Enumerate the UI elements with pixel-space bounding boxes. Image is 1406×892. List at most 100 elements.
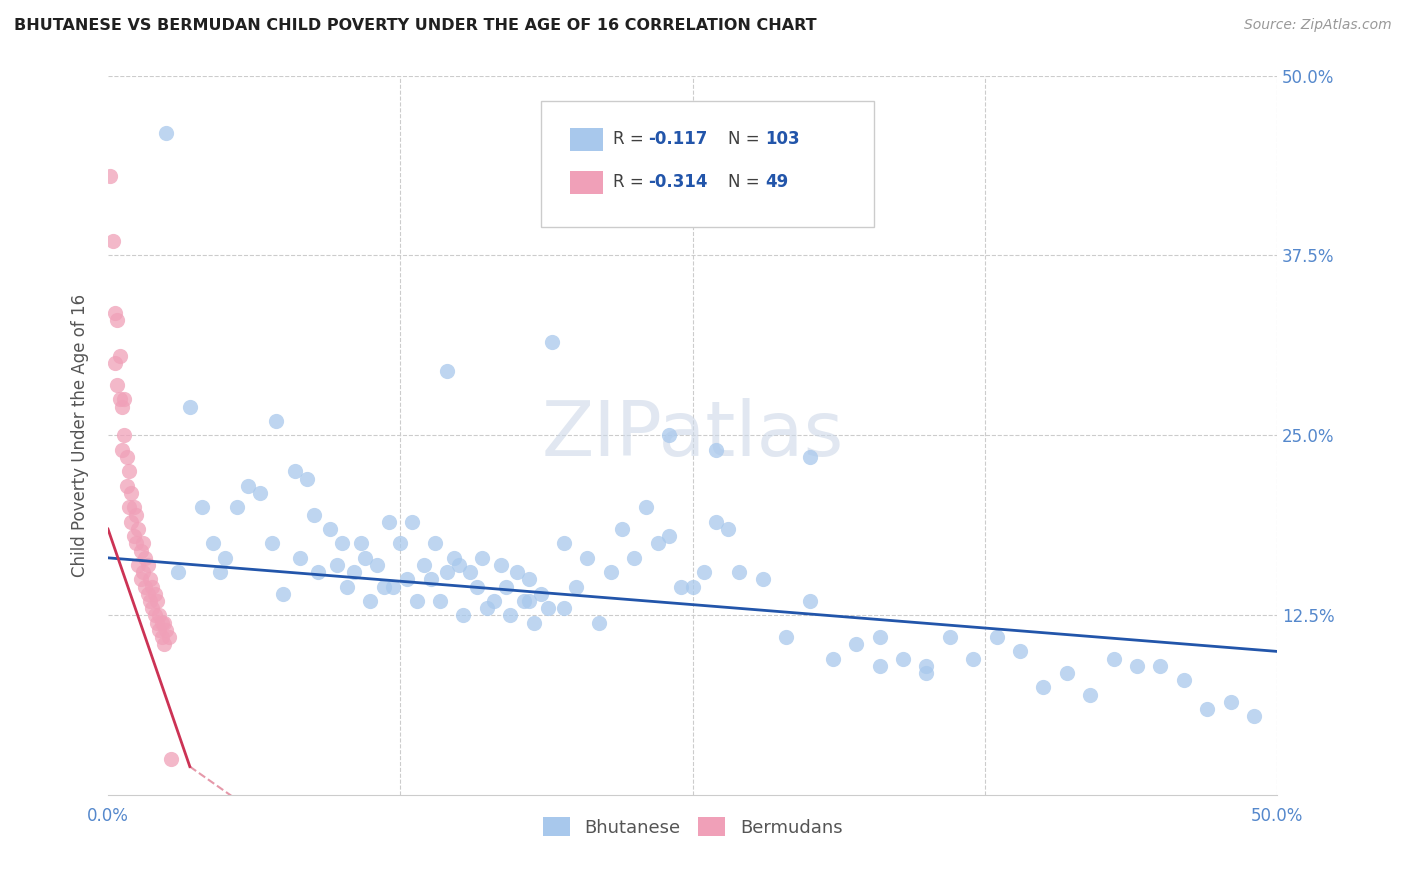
Point	[127, 558, 149, 572]
Point	[939, 630, 962, 644]
Point	[541, 334, 564, 349]
Point	[1008, 644, 1031, 658]
Point	[1197, 702, 1219, 716]
Point	[120, 486, 142, 500]
Point	[125, 536, 148, 550]
Point	[141, 580, 163, 594]
Point	[436, 566, 458, 580]
Point	[658, 529, 681, 543]
Point	[366, 558, 388, 572]
Text: N =: N =	[728, 130, 765, 148]
Point	[349, 536, 371, 550]
Point	[1102, 651, 1125, 665]
Point	[915, 658, 938, 673]
Point	[443, 550, 465, 565]
FancyBboxPatch shape	[541, 101, 875, 227]
Point	[122, 529, 145, 543]
Point	[148, 623, 170, 637]
Point	[288, 550, 311, 565]
Point	[134, 550, 156, 565]
Point	[377, 515, 399, 529]
Text: ZIPatlas: ZIPatlas	[541, 399, 844, 473]
Point	[704, 515, 727, 529]
Point	[167, 566, 190, 580]
Point	[238, 479, 260, 493]
Point	[537, 601, 560, 615]
Point	[986, 630, 1008, 644]
Point	[728, 566, 751, 580]
Point	[308, 566, 330, 580]
Point	[129, 543, 152, 558]
Point	[326, 558, 349, 572]
Point	[136, 558, 159, 572]
Point	[775, 630, 797, 644]
Point	[153, 615, 176, 630]
Point	[453, 608, 475, 623]
Point	[139, 573, 162, 587]
Point	[359, 594, 381, 608]
Point	[157, 630, 180, 644]
Point	[467, 580, 489, 594]
Point	[155, 126, 177, 140]
Point	[112, 392, 135, 407]
Point	[799, 450, 821, 464]
Point	[869, 630, 891, 644]
Point	[108, 392, 131, 407]
Point	[104, 306, 127, 320]
Text: 103: 103	[765, 130, 800, 148]
Point	[120, 515, 142, 529]
Point	[588, 615, 610, 630]
Point	[273, 587, 295, 601]
Point	[136, 587, 159, 601]
Text: Source: ZipAtlas.com: Source: ZipAtlas.com	[1244, 18, 1392, 32]
Point	[115, 479, 138, 493]
Point	[1219, 695, 1241, 709]
Point	[266, 414, 288, 428]
Text: BHUTANESE VS BERMUDAN CHILD POVERTY UNDER THE AGE OF 16 CORRELATION CHART: BHUTANESE VS BERMUDAN CHILD POVERTY UNDE…	[14, 18, 817, 33]
Point	[1173, 673, 1195, 688]
Point	[118, 500, 141, 515]
Point	[482, 594, 505, 608]
Point	[429, 594, 451, 608]
Point	[405, 594, 427, 608]
Point	[1126, 658, 1149, 673]
Point	[111, 400, 134, 414]
Point	[962, 651, 984, 665]
Point	[146, 615, 169, 630]
Point	[576, 550, 599, 565]
Point	[132, 566, 155, 580]
Point	[517, 594, 540, 608]
Point	[249, 486, 271, 500]
Point	[1243, 709, 1265, 723]
Point	[389, 536, 412, 550]
Point	[1056, 666, 1078, 681]
Point	[401, 515, 423, 529]
Point	[354, 550, 377, 565]
Point	[330, 536, 353, 550]
Point	[460, 566, 482, 580]
Legend: Bhutanese, Bermudans: Bhutanese, Bermudans	[536, 810, 849, 844]
Point	[495, 580, 517, 594]
Point	[134, 580, 156, 594]
Point	[150, 615, 173, 630]
Bar	[569, 128, 603, 151]
Point	[150, 630, 173, 644]
Point	[104, 356, 127, 370]
Point	[891, 651, 914, 665]
Point	[513, 594, 536, 608]
Point	[225, 500, 247, 515]
Point	[122, 500, 145, 515]
Point	[1149, 658, 1171, 673]
Point	[471, 550, 494, 565]
Point	[623, 550, 645, 565]
Point	[209, 566, 232, 580]
Point	[125, 508, 148, 522]
Point	[553, 536, 575, 550]
Text: R =: R =	[613, 130, 650, 148]
Y-axis label: Child Poverty Under the Age of 16: Child Poverty Under the Age of 16	[72, 293, 89, 577]
Point	[499, 608, 522, 623]
Point	[1032, 681, 1054, 695]
Point	[693, 566, 716, 580]
Point	[647, 536, 669, 550]
Point	[869, 658, 891, 673]
